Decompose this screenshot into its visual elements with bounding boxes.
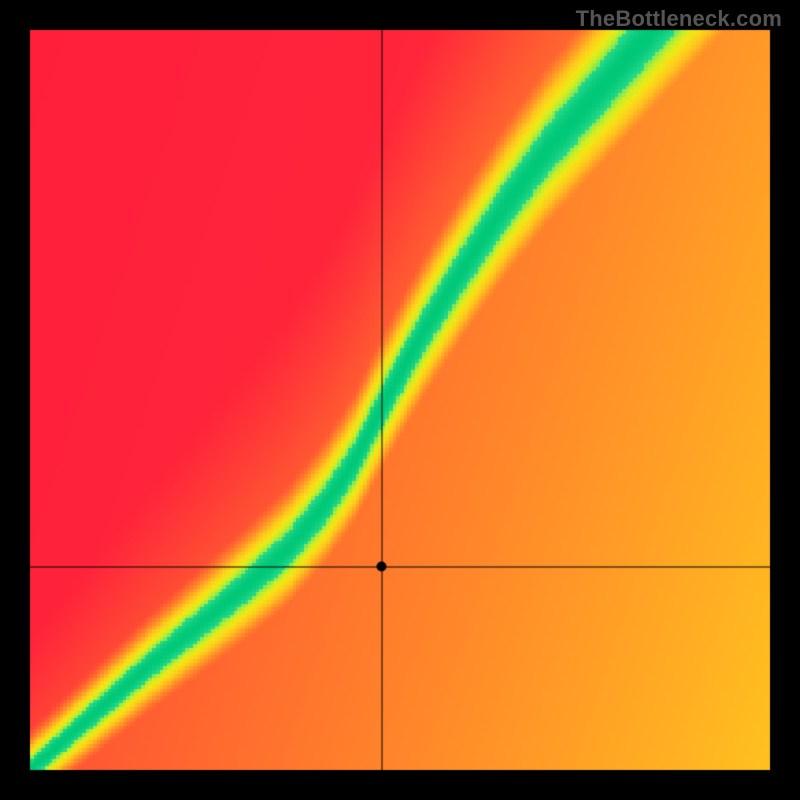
bottleneck-heatmap	[0, 0, 800, 800]
watermark-text: TheBottleneck.com	[576, 6, 782, 32]
